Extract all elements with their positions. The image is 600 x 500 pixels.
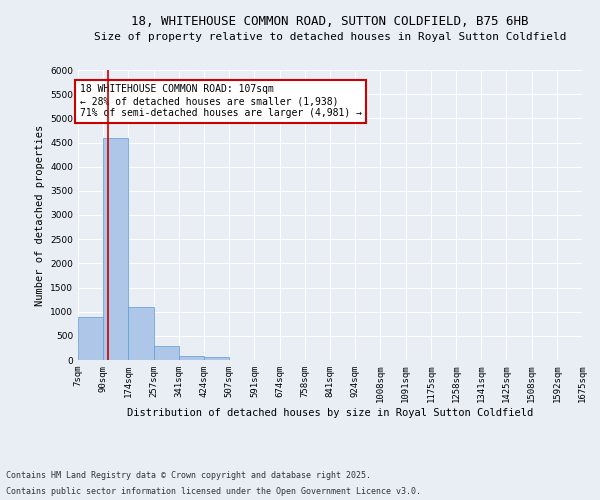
- Text: 18 WHITEHOUSE COMMON ROAD: 107sqm
← 28% of detached houses are smaller (1,938)
7: 18 WHITEHOUSE COMMON ROAD: 107sqm ← 28% …: [80, 84, 362, 117]
- Text: Contains public sector information licensed under the Open Government Licence v3: Contains public sector information licen…: [6, 487, 421, 496]
- X-axis label: Distribution of detached houses by size in Royal Sutton Coldfield: Distribution of detached houses by size …: [127, 408, 533, 418]
- Bar: [204, 357, 229, 360]
- Bar: [154, 346, 179, 360]
- Bar: [128, 307, 154, 360]
- Bar: [103, 138, 128, 360]
- Bar: [179, 356, 204, 360]
- Text: 18, WHITEHOUSE COMMON ROAD, SUTTON COLDFIELD, B75 6HB: 18, WHITEHOUSE COMMON ROAD, SUTTON COLDF…: [131, 15, 529, 28]
- Text: Contains HM Land Registry data © Crown copyright and database right 2025.: Contains HM Land Registry data © Crown c…: [6, 470, 371, 480]
- Y-axis label: Number of detached properties: Number of detached properties: [35, 124, 44, 306]
- Text: Size of property relative to detached houses in Royal Sutton Coldfield: Size of property relative to detached ho…: [94, 32, 566, 42]
- Bar: [78, 316, 103, 360]
